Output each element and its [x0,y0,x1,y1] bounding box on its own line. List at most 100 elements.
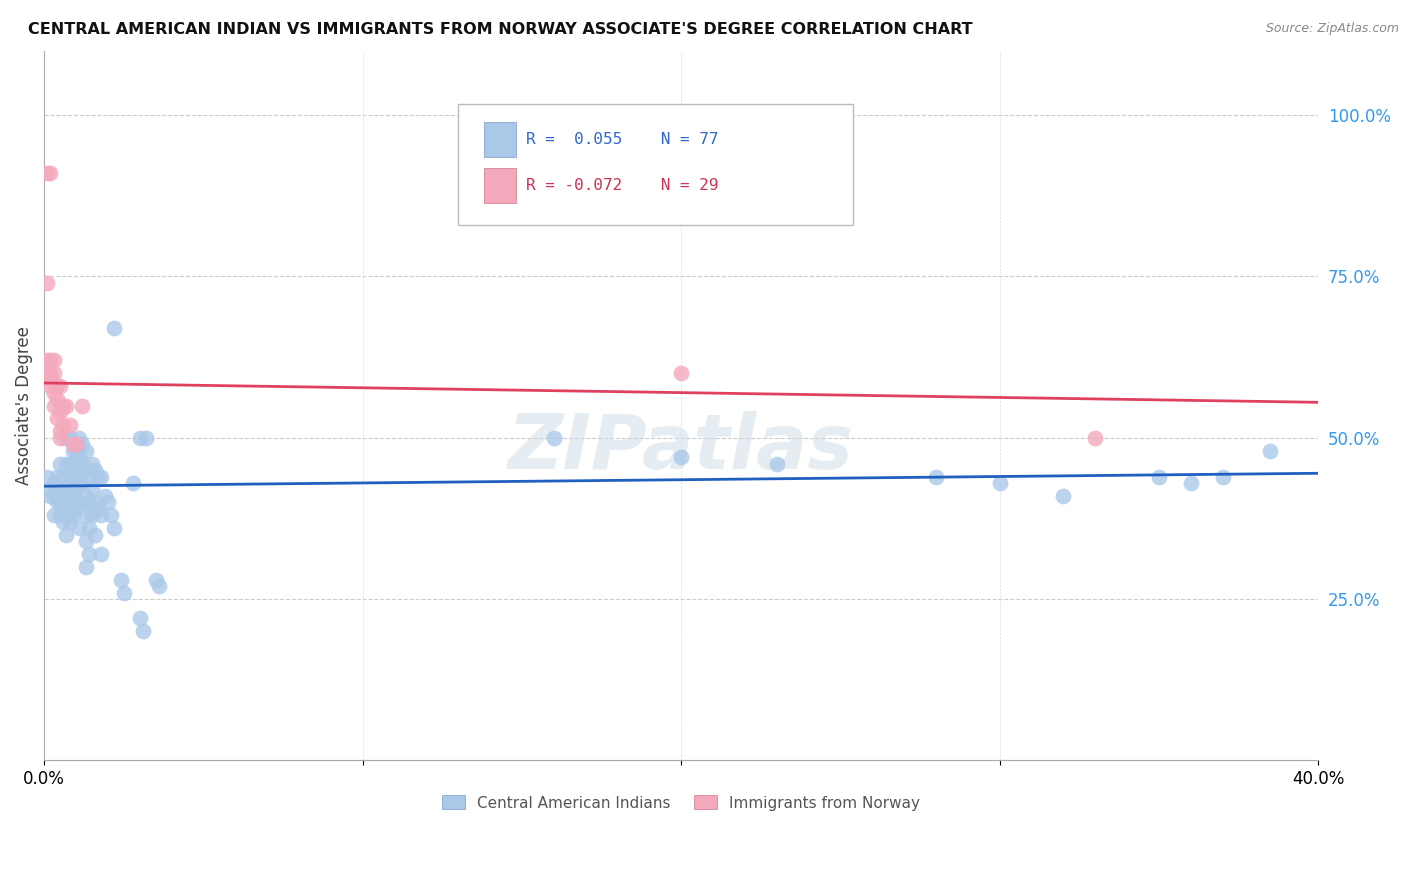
Point [135,431,157,445]
Point [42,489,65,503]
Point [58,431,80,445]
Point [90,547,112,561]
Point [122,475,145,490]
Point [100,508,122,523]
Point [42,353,65,368]
Point [42,399,65,413]
Point [988,475,1011,490]
Point [42,385,65,400]
Point [58,417,80,432]
Bar [484,168,516,203]
Point [72,457,94,471]
Point [45,392,67,406]
FancyBboxPatch shape [458,103,853,225]
Point [84,495,107,509]
Point [52,515,75,529]
Point [1260,443,1282,458]
Point [52,495,75,509]
Point [49,495,72,509]
Point [669,366,692,380]
Point [39,483,62,497]
Point [62,469,84,483]
Point [65,463,87,477]
Point [80,483,103,497]
Text: R =  0.055    N = 77: R = 0.055 N = 77 [526,132,718,147]
Text: CENTRAL AMERICAN INDIAN VS IMMIGRANTS FROM NORWAY ASSOCIATE'S DEGREE CORRELATION: CENTRAL AMERICAN INDIAN VS IMMIGRANTS FR… [28,22,973,37]
Point [669,450,692,464]
Point [52,469,75,483]
Point [37,353,59,368]
Point [148,579,170,593]
Point [49,508,72,523]
Point [77,469,100,483]
Point [49,379,72,393]
Point [49,457,72,471]
Point [52,417,75,432]
Point [55,508,77,523]
Point [67,450,90,464]
Point [55,469,77,483]
Y-axis label: Associate's Degree: Associate's Degree [15,326,32,485]
Point [80,508,103,523]
Point [55,457,77,471]
Point [52,399,75,413]
Point [58,475,80,490]
Point [72,495,94,509]
Point [55,431,77,445]
Point [132,624,155,639]
Point [55,483,77,497]
Point [72,437,94,451]
Text: ZIPatlas: ZIPatlas [508,411,855,485]
Point [65,443,87,458]
Point [1180,475,1202,490]
Point [1052,489,1074,503]
Point [75,443,97,458]
Point [49,431,72,445]
Point [72,399,94,413]
Text: Source: ZipAtlas.com: Source: ZipAtlas.com [1265,22,1399,36]
Point [75,508,97,523]
Point [39,166,62,180]
Point [128,431,150,445]
Point [75,489,97,503]
Point [110,573,132,587]
Legend: Central American Indians, Immigrants from Norway: Central American Indians, Immigrants fro… [436,789,927,816]
Point [42,475,65,490]
Point [62,508,84,523]
Point [87,469,110,483]
Text: R = -0.072    N = 29: R = -0.072 N = 29 [526,178,718,193]
Point [37,469,59,483]
Point [80,457,103,471]
Point [55,399,77,413]
Point [1212,469,1234,483]
Point [145,573,167,587]
Point [90,469,112,483]
Point [75,534,97,549]
Point [39,366,62,380]
Point [58,495,80,509]
Point [103,521,125,535]
Point [87,501,110,516]
Point [37,366,59,380]
Point [90,508,112,523]
Point [543,431,565,445]
Point [45,411,67,425]
Point [77,495,100,509]
Point [75,559,97,574]
Point [39,379,62,393]
Point [45,469,67,483]
Point [128,611,150,625]
Point [77,547,100,561]
Point [58,515,80,529]
Point [42,366,65,380]
Point [37,276,59,290]
Point [1147,469,1170,483]
Point [65,501,87,516]
Point [84,463,107,477]
Point [52,483,75,497]
Point [72,475,94,490]
Point [39,353,62,368]
Point [39,373,62,387]
Point [765,457,787,471]
Point [49,425,72,439]
